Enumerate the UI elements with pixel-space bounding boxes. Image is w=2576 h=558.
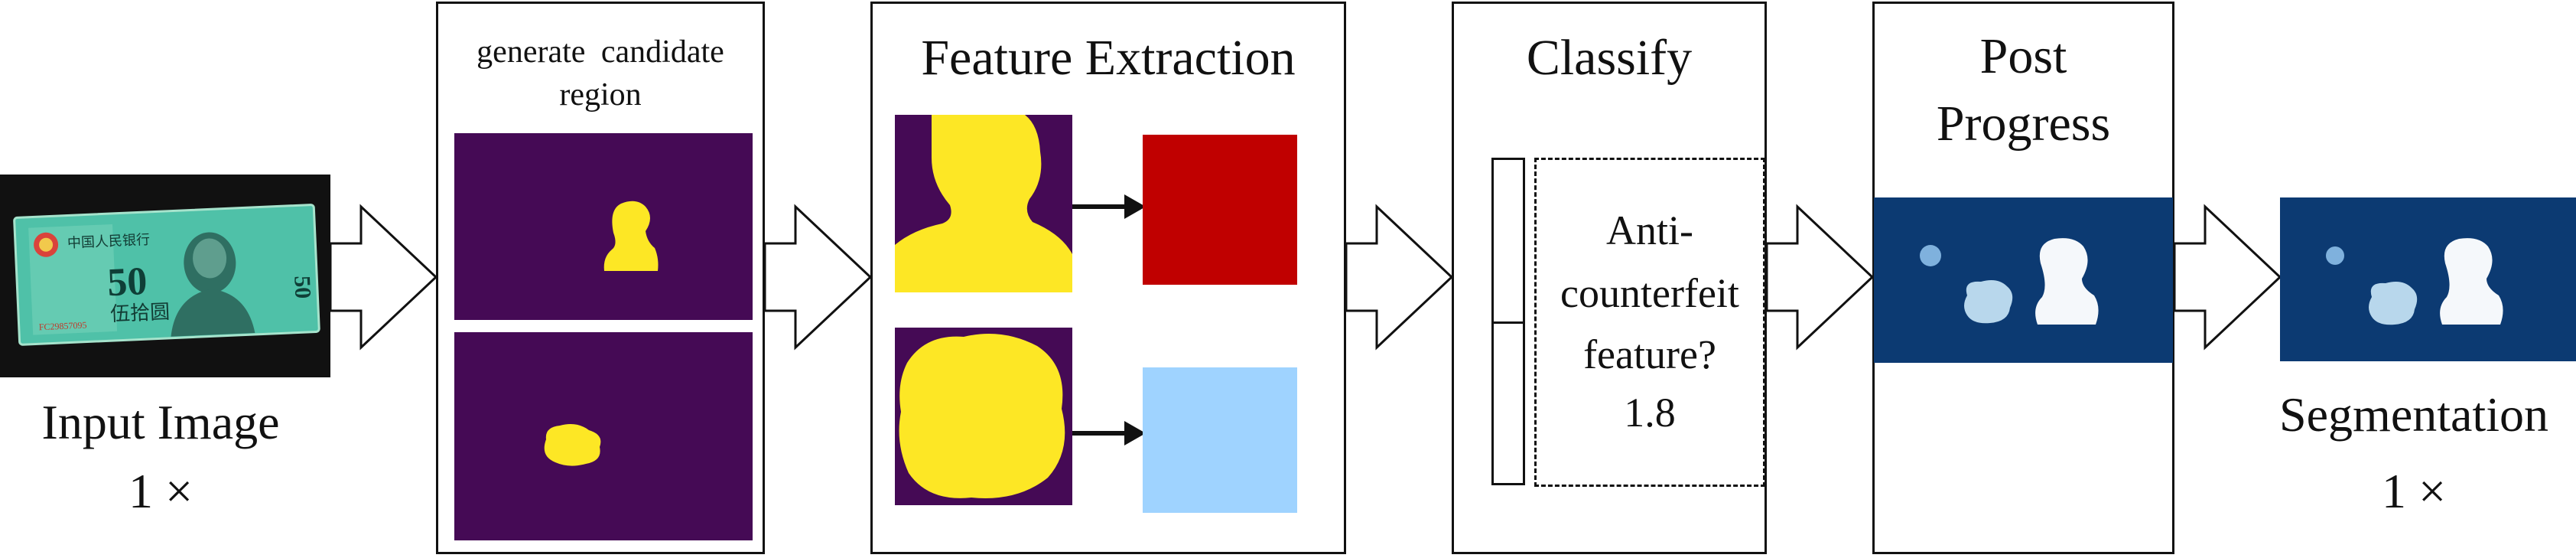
- feature-mask-portrait: [895, 115, 1072, 292]
- feature-extraction-title: Feature Extraction: [921, 30, 1296, 86]
- arrow-5: [2173, 204, 2282, 351]
- arrow-4: [1765, 204, 1875, 351]
- arrow-2: [763, 204, 873, 351]
- segmentation-output: [2280, 197, 2576, 361]
- classify-title: Classify: [1526, 30, 1693, 86]
- feature-arrow-bottom: [1072, 421, 1146, 445]
- feature-vector-lightblue: [1143, 367, 1297, 513]
- chinese-value-text: 伍拾圆: [110, 301, 171, 325]
- arrow-1: [329, 204, 438, 351]
- svg-text:50: 50: [289, 275, 315, 299]
- input-image: 中国人民银行 50 伍拾圆 FC29857095 50: [0, 175, 330, 377]
- post-progress-result: [1874, 197, 2173, 363]
- candidate-mask-round: [454, 332, 753, 540]
- classification-question-line-2: counterfeit: [1560, 270, 1739, 316]
- classification-question-line-3: feature?: [1583, 331, 1716, 377]
- classify-stage: [1452, 2, 1767, 554]
- post-progress-title-line-1: Post: [1979, 28, 2067, 84]
- input-scale-label: 1 ×: [128, 464, 194, 518]
- banknote-illustration: 中国人民银行 50 伍拾圆 FC29857095 50: [0, 175, 330, 377]
- bank-name-text: 中国人民银行: [67, 232, 151, 251]
- candidate-region-title: generate candidate region: [476, 34, 724, 113]
- classification-box: [1534, 158, 1765, 487]
- denomination-text: 50: [106, 259, 148, 305]
- feature-vector-red: [1143, 135, 1297, 285]
- post-progress-title-line-2: Progress: [1936, 96, 2111, 152]
- input-image-label: Input Image: [41, 395, 280, 449]
- classification-question-line-1: Anti-: [1606, 207, 1693, 253]
- segmentation-scale-label: 1 ×: [2381, 464, 2447, 518]
- serial-number-text: FC29857095: [38, 320, 86, 333]
- feature-arrow-top: [1072, 194, 1146, 219]
- classification-score: 1.8: [1624, 390, 1676, 436]
- arrow-3: [1345, 204, 1454, 351]
- feature-mask-round: [895, 328, 1072, 505]
- classifier-bar-divider: [1491, 321, 1525, 324]
- candidate-mask-portrait: [454, 133, 753, 320]
- segmentation-label: Segmentation: [2279, 387, 2548, 442]
